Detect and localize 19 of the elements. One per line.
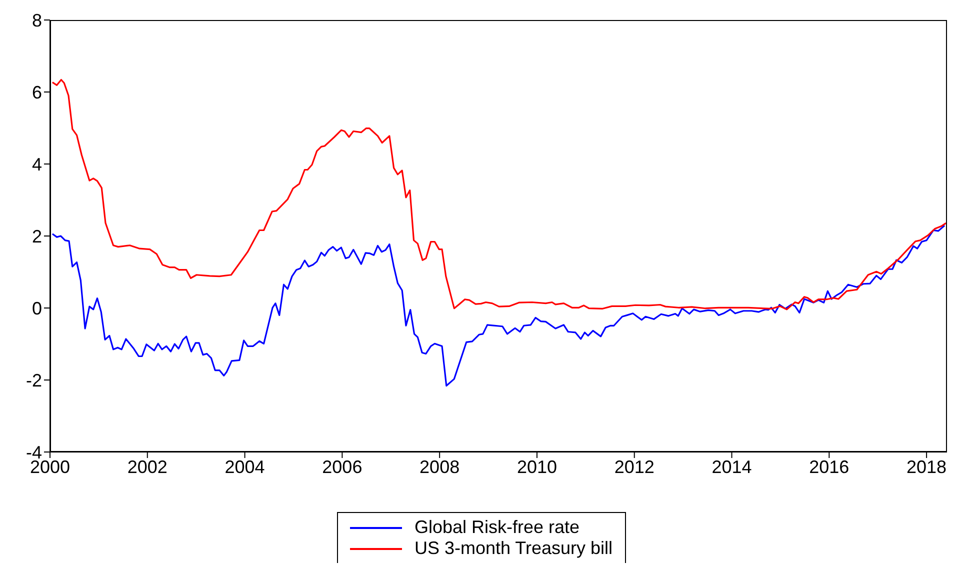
x-tick-label: 2004 [224, 456, 265, 477]
legend-label: Global Risk-free rate [414, 517, 580, 538]
x-tick-label: 2012 [614, 456, 654, 477]
line-series [52, 224, 946, 387]
y-tick-label: 0 [32, 298, 42, 318]
x-tick-label: 2002 [127, 456, 168, 477]
x-tick-label: 2010 [516, 456, 557, 477]
x-tick-label: 2014 [712, 456, 752, 477]
x-tick-label: 2016 [809, 456, 850, 477]
y-tick-label: 8 [32, 10, 42, 30]
line-series [52, 78, 947, 310]
y-tick-label: 2 [32, 226, 42, 246]
y-tick-label: 6 [32, 82, 42, 102]
x-tick-label: 2008 [420, 456, 460, 477]
y-tick-label: 4 [32, 154, 42, 174]
y-tick-label: -2 [26, 370, 42, 390]
x-tick-label: 2006 [322, 456, 362, 477]
x-tick-label: 2018 [906, 456, 947, 477]
legend-label: US 3-month Treasury bill [414, 538, 613, 559]
